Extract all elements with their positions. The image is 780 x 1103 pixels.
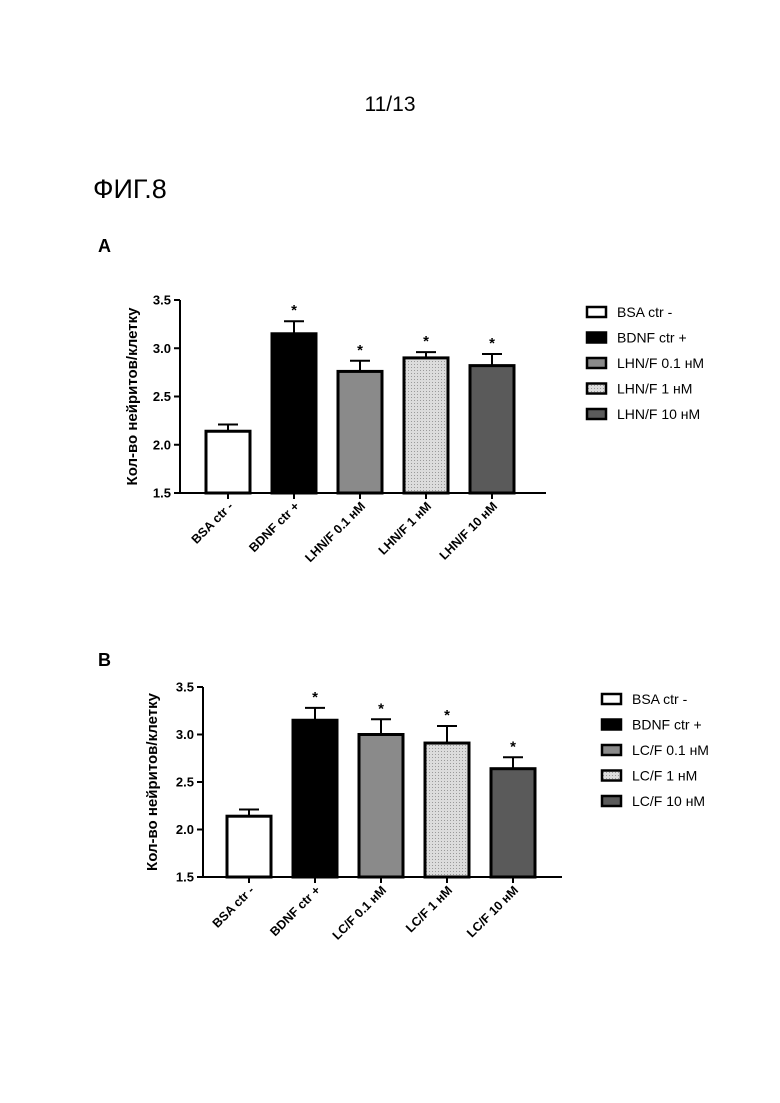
legend-label: BSA ctr - <box>617 304 673 320</box>
bar <box>206 431 250 493</box>
legend-label: BDNF ctr + <box>632 717 702 733</box>
figure-title: ФИГ.8 <box>93 174 167 205</box>
significance-mark: * <box>489 335 495 352</box>
bar <box>425 743 469 877</box>
bar <box>293 720 337 877</box>
legend-swatch <box>587 384 606 394</box>
chart-a: 1.5 2.0 2.5 3.0 3.5 Кол-во нейритов/клетку BSA… <box>0 280 780 600</box>
significance-mark: * <box>378 700 384 717</box>
bar <box>404 358 448 493</box>
y-tick-label: 3.0 <box>153 341 171 356</box>
legend-swatch <box>602 694 621 704</box>
significance-mark: * <box>423 333 429 350</box>
legend-label: LC/F 0.1 нМ <box>632 742 709 758</box>
y-tick-label: 1.5 <box>176 870 194 885</box>
significance-mark: * <box>510 738 516 755</box>
legend-swatch <box>587 333 606 343</box>
legend-label: LHN/F 0.1 нМ <box>617 355 704 371</box>
x-tick-label: LHN/F 10 нМ <box>437 499 500 562</box>
legend-swatch <box>602 720 621 730</box>
bar <box>491 769 535 877</box>
y-tick-label: 2.0 <box>176 822 194 837</box>
x-tick-label: LHN/F 1 нМ <box>376 499 434 557</box>
legend-swatch <box>602 745 621 755</box>
y-tick-label: 3.5 <box>153 293 171 308</box>
significance-mark: * <box>444 707 450 724</box>
legend-swatch <box>602 771 621 781</box>
y-axis-label: Кол-во нейритов/клетку <box>124 307 141 486</box>
bar <box>227 816 271 877</box>
y-tick-label: 3.0 <box>176 727 194 742</box>
panel-letter-a: A <box>98 236 111 257</box>
bar <box>359 735 403 878</box>
x-tick-label: LHN/F 0.1 нМ <box>302 499 368 565</box>
x-tick-label: LC/F 1 нМ <box>403 883 455 935</box>
x-tick-label: BSA ctr - <box>210 883 257 930</box>
legend-swatch <box>587 409 606 419</box>
chart-b: 1.5 2.0 2.5 3.0 3.5 Кол-во нейритов/клетку BSA… <box>0 667 780 987</box>
significance-mark: * <box>312 689 318 706</box>
legend-swatch <box>602 796 621 806</box>
legend-label: LC/F 1 нМ <box>632 768 697 784</box>
y-tick-label: 1.5 <box>153 486 171 501</box>
significance-mark: * <box>291 302 297 319</box>
x-tick-label: BSA ctr - <box>189 499 236 546</box>
x-tick-label: BDNF ctr + <box>267 883 323 939</box>
x-tick-label: LC/F 10 нМ <box>464 883 521 940</box>
y-axis-label: Кол-во нейритов/клетку <box>144 692 161 871</box>
legend-label: LHN/F 10 нМ <box>617 406 700 422</box>
bar <box>272 334 316 493</box>
bar <box>338 371 382 493</box>
legend-swatch <box>587 307 606 317</box>
legend-label: BSA ctr - <box>632 691 688 707</box>
y-tick-label: 2.0 <box>153 437 171 452</box>
y-tick-label: 2.5 <box>153 389 171 404</box>
legend-swatch <box>587 358 606 368</box>
x-tick-label: LC/F 0.1 нМ <box>330 883 389 942</box>
legend-label: LC/F 10 нМ <box>632 793 705 809</box>
page-number: 11/13 <box>0 93 780 117</box>
x-tick-label: BDNF ctr + <box>246 499 302 555</box>
legend-label: LHN/F 1 нМ <box>617 381 692 397</box>
significance-mark: * <box>357 342 363 359</box>
y-tick-label: 2.5 <box>176 775 194 790</box>
legend-label: BDNF ctr + <box>617 330 687 346</box>
y-tick-label: 3.5 <box>176 680 194 695</box>
bar <box>470 366 514 493</box>
